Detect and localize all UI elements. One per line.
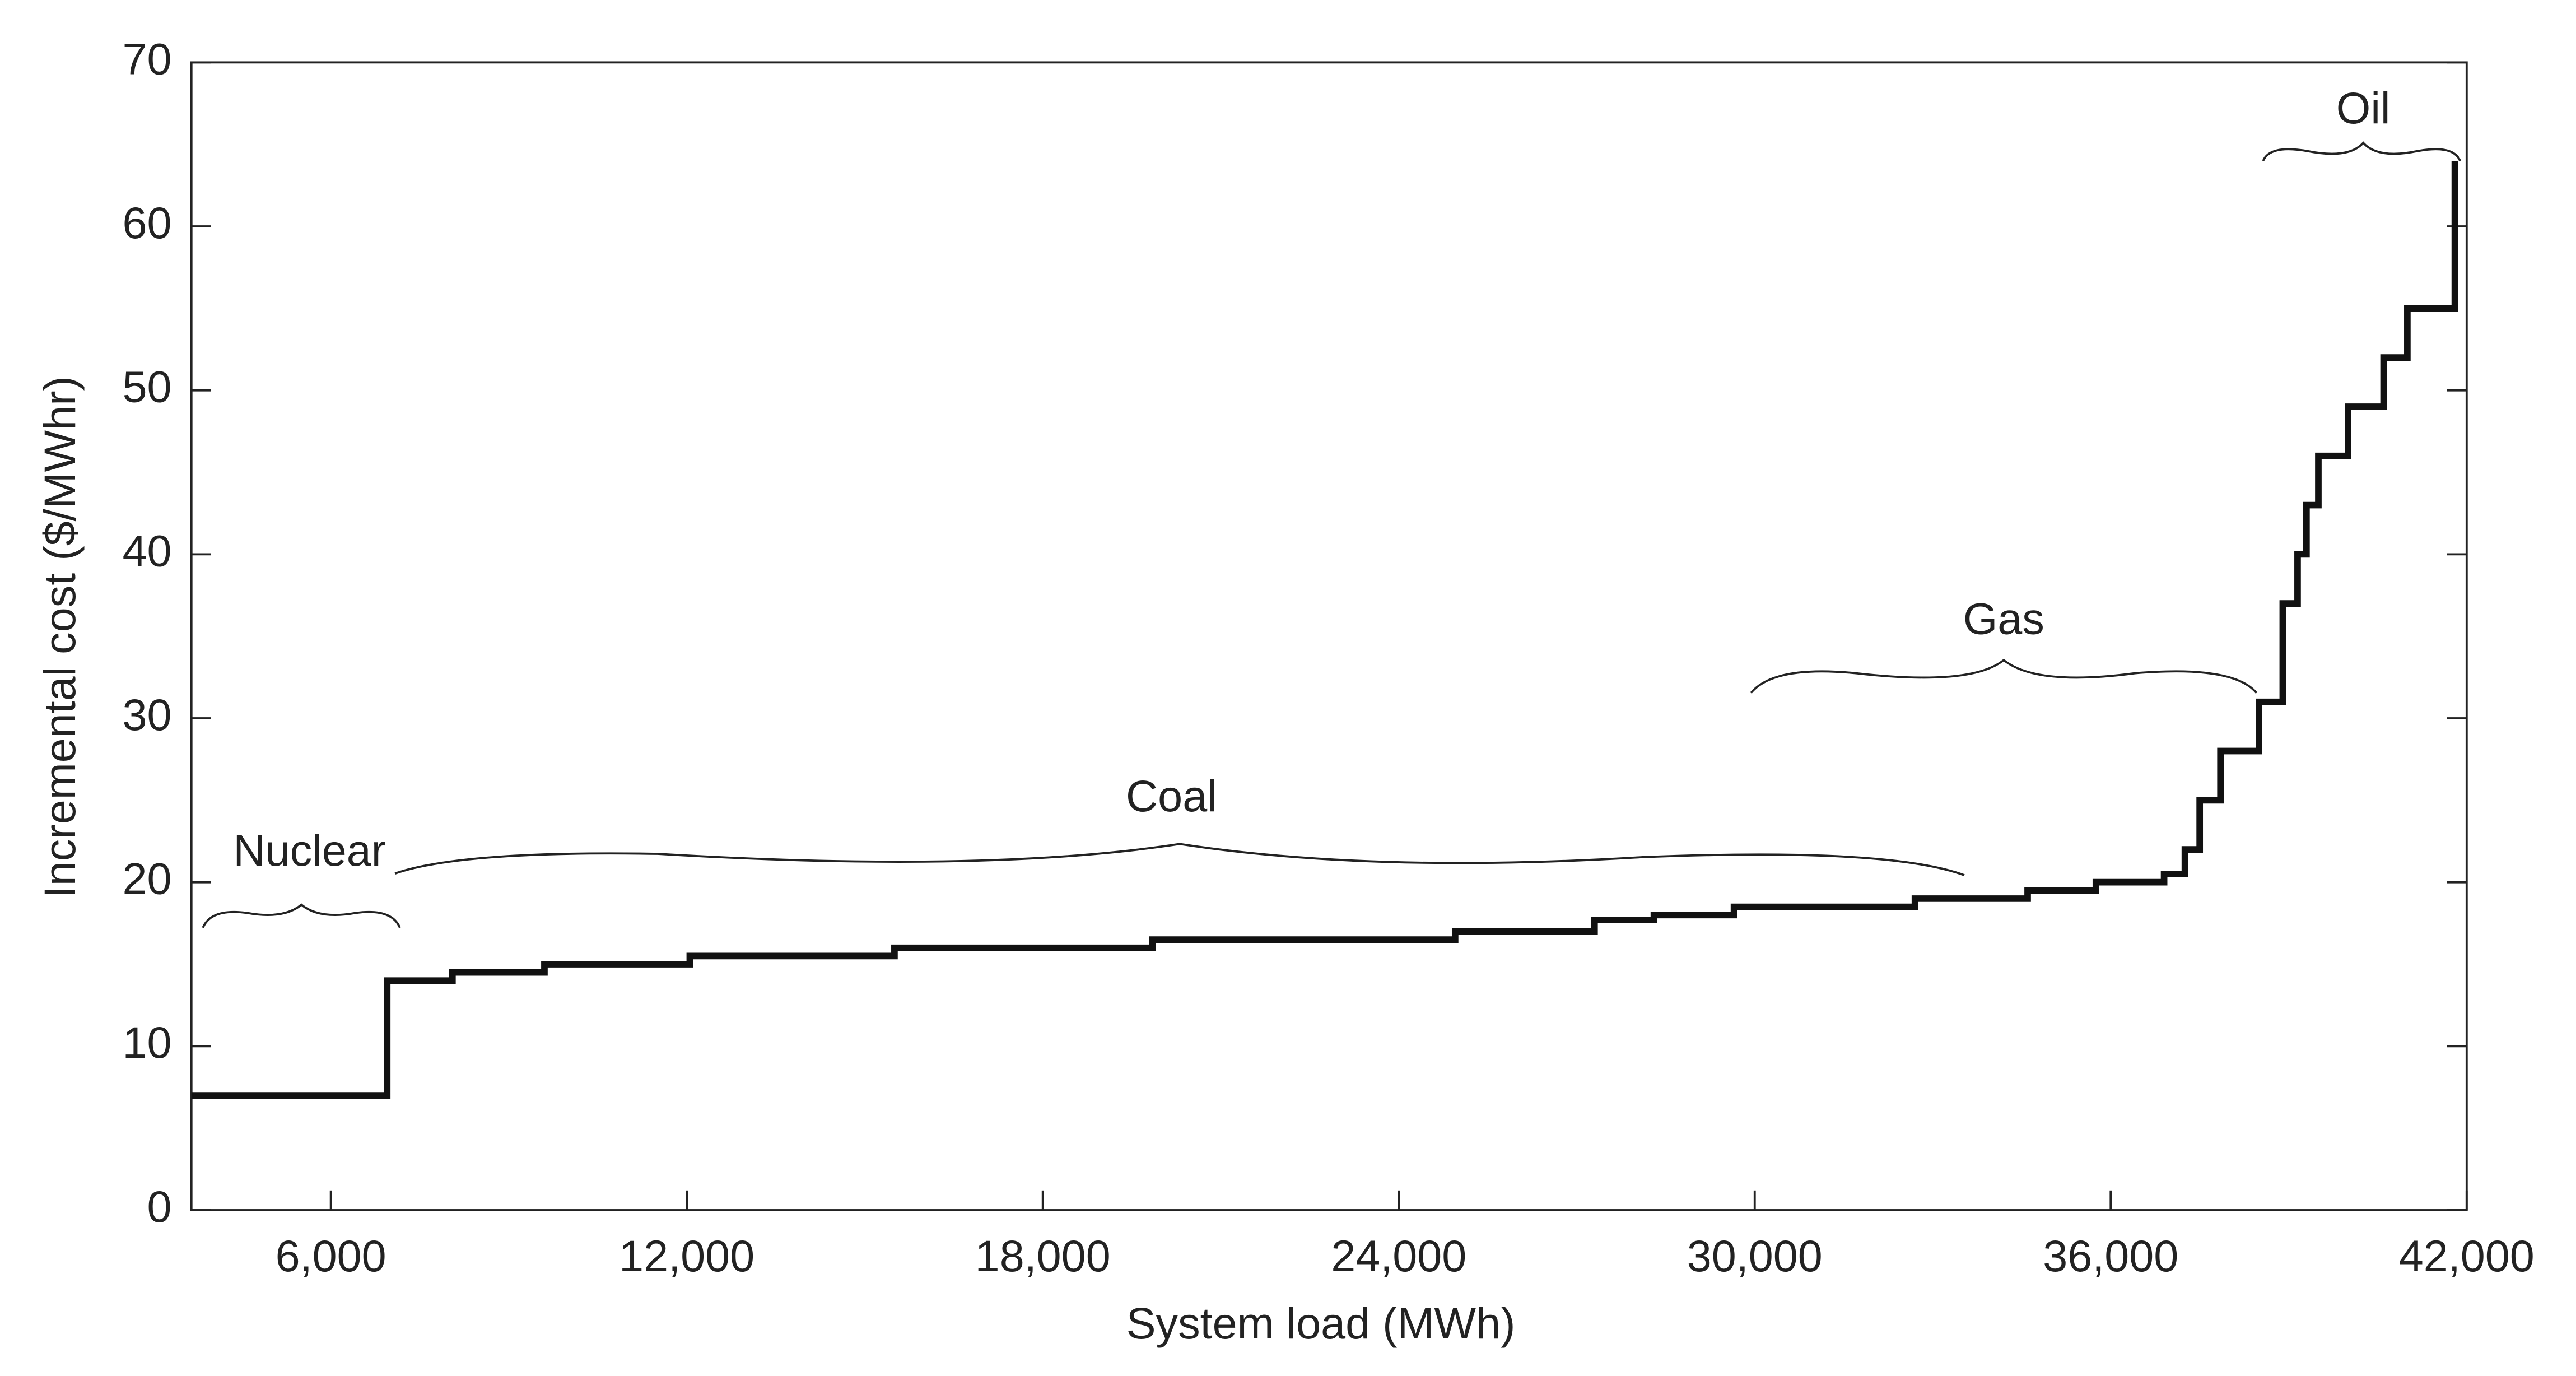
x-tick-label: 6,000	[276, 1231, 386, 1281]
annotation: Gas	[1963, 594, 2044, 644]
x-tick-label: 24,000	[1331, 1231, 1466, 1281]
annotation: Nuclear	[233, 825, 386, 875]
brace	[202, 903, 401, 928]
y-tick-label: 20	[123, 854, 172, 904]
y-tick-label: 0	[147, 1182, 172, 1231]
brace	[394, 843, 1965, 876]
y-tick-label: 60	[123, 198, 172, 248]
y-axis-label: Incremental cost ($/MWhr)	[35, 376, 85, 898]
y-tick-label: 50	[123, 362, 172, 412]
y-tick-label: 30	[123, 690, 172, 740]
annotation: Coal	[1126, 771, 1217, 821]
x-tick-label: 12,000	[619, 1231, 754, 1281]
x-tick-label: 18,000	[975, 1231, 1111, 1281]
plot-frame	[190, 61, 2468, 1211]
step-line	[191, 160, 2458, 1099]
x-tick-label: 30,000	[1687, 1231, 1823, 1281]
y-tick-label: 70	[123, 34, 172, 83]
brace	[1750, 658, 2258, 694]
brace	[2262, 141, 2461, 162]
x-tick-label: 36,000	[2043, 1231, 2178, 1281]
x-axis-label: System load (MWh)	[1126, 1298, 1516, 1348]
y-tick-label: 40	[123, 526, 172, 575]
y-tick-label: 10	[123, 1017, 172, 1067]
annotation: Oil	[2336, 83, 2391, 133]
x-tick-label: 42,000	[2399, 1231, 2535, 1281]
